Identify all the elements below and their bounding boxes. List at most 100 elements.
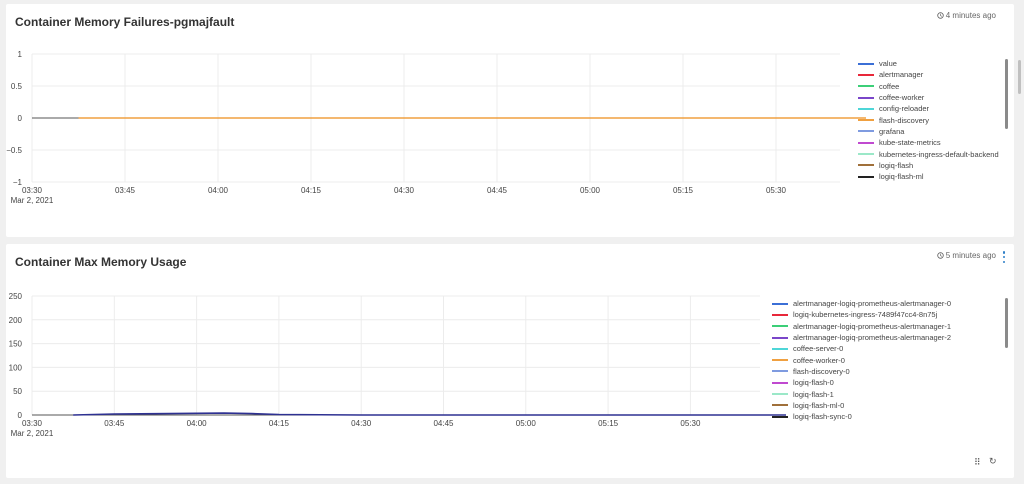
panel-title: Container Memory Failures-pgmajfault — [15, 15, 235, 29]
series-line — [73, 412, 786, 416]
legend-item[interactable]: logiq-flash-sync-0 — [772, 411, 951, 422]
x-tick-label: 04:00 — [208, 186, 229, 195]
chart-legend: value alertmanager coffee coffee-worker conf… — [858, 58, 999, 182]
x-tick-label: 04:30 — [394, 186, 415, 195]
refresh-icon[interactable]: ↻ — [989, 456, 997, 466]
x-tick-label: 04:45 — [433, 419, 454, 428]
x-tick-label: 05:30 — [766, 186, 787, 195]
memory-failures-chart: 1 0.5 0 −0.5 −103:30 03:45 04:00 04:15 04:30 04:4… — [6, 50, 866, 205]
y-tick-label: 0.5 — [11, 82, 23, 91]
x-tick-label: 05:30 — [680, 419, 701, 428]
legend-item[interactable]: alertmanager — [858, 69, 999, 80]
legend-swatch — [772, 370, 788, 373]
legend-swatch — [858, 141, 874, 144]
memory-failures-panel: Container Memory Failures-pgmajfault 4 m… — [6, 4, 1014, 237]
legend-item[interactable]: kube-state-metrics — [858, 137, 999, 148]
y-tick-label: −1 — [13, 178, 23, 187]
legend-label: kube-state-metrics — [879, 138, 941, 148]
y-tick-label: 150 — [9, 340, 23, 349]
legend-swatch — [858, 119, 874, 122]
legend-item[interactable]: alertmanager-logiq-prometheus-alertmanag… — [772, 321, 951, 332]
legend-swatch — [858, 153, 874, 156]
legend-item[interactable]: logiq-flash-ml-0 — [772, 400, 951, 411]
x-tick-label: 03:45 — [115, 186, 136, 195]
legend-label: logiq-flash-1 — [793, 389, 834, 399]
x-tick-label: 05:00 — [580, 186, 601, 195]
legend-label: logiq-flash-0 — [793, 378, 834, 388]
y-tick-label: 0 — [18, 411, 23, 420]
legend-scrollbar[interactable] — [1005, 59, 1008, 129]
legend-label: alertmanager-logiq-prometheus-alertmanag… — [793, 321, 951, 331]
legend-item[interactable]: coffee — [858, 81, 999, 92]
legend-swatch — [858, 62, 874, 65]
max-memory-chart: 250 200 150 100 50 003:30 03:45 04:00 04:15 04:30… — [9, 292, 786, 438]
legend-label: logiq-flash-sync-0 — [793, 412, 852, 422]
legend-label: flash-discovery — [879, 115, 930, 125]
last-updated: 4 minutes ago — [937, 11, 996, 20]
x-tick-label: 04:30 — [351, 419, 372, 428]
legend-label: logiq-flash — [879, 160, 914, 170]
last-updated-text: 5 minutes ago — [945, 251, 996, 260]
legend-swatch — [772, 404, 788, 407]
legend-item[interactable]: logiq-flash-1 — [772, 388, 951, 399]
y-tick-label: 100 — [9, 363, 23, 372]
y-tick-label: 250 — [9, 292, 23, 301]
y-tick-label: 1 — [18, 50, 23, 59]
legend-swatch — [858, 96, 874, 99]
x-date-label: Mar 2, 2021 — [11, 429, 54, 438]
legend-label: alertmanager-logiq-prometheus-alertmanag… — [793, 299, 951, 309]
legend-swatch — [772, 381, 788, 384]
panel-menu-icon[interactable] — [1002, 251, 1006, 263]
legend-item[interactable]: logiq-kubernetes-ingress-7489f47cc4-8n75… — [772, 309, 951, 320]
y-tick-label: 0 — [18, 114, 23, 123]
chart-legend: alertmanager-logiq-prometheus-alertmanag… — [772, 298, 951, 422]
legend-item[interactable]: kubernetes-ingress-default-backend — [858, 148, 999, 159]
resize-icon[interactable]: ⠿ — [974, 457, 981, 467]
legend-label: coffee-worker-0 — [793, 355, 845, 365]
y-tick-label: 200 — [9, 316, 23, 325]
x-tick-label: 03:45 — [104, 419, 125, 428]
legend-item[interactable]: logiq-flash-0 — [772, 377, 951, 388]
legend-label: logiq-kubernetes-ingress-7489f47cc4-8n75… — [793, 310, 938, 320]
x-tick-label: 04:00 — [187, 419, 208, 428]
legend-swatch — [772, 313, 788, 316]
legend-swatch — [772, 359, 788, 362]
legend-swatch — [772, 336, 788, 339]
legend-swatch — [858, 164, 874, 167]
x-tick-label: 05:15 — [598, 419, 619, 428]
legend-swatch — [772, 347, 788, 350]
legend-label: coffee — [879, 81, 900, 91]
legend-label: coffee-server-0 — [793, 344, 844, 354]
legend-label: grafana — [879, 126, 905, 136]
legend-item[interactable]: logiq-flash-ml — [858, 171, 999, 182]
legend-item[interactable]: alertmanager-logiq-prometheus-alertmanag… — [772, 298, 951, 309]
legend-item[interactable]: value — [858, 58, 999, 69]
y-tick-label: 50 — [13, 387, 22, 396]
legend-label: config-reloader — [879, 104, 930, 114]
legend-item[interactable]: flash-discovery-0 — [772, 366, 951, 377]
legend-item[interactable]: grafana — [858, 126, 999, 137]
legend-item[interactable]: config-reloader — [858, 103, 999, 114]
x-tick-label: 04:15 — [269, 419, 290, 428]
legend-swatch — [858, 73, 874, 76]
legend-swatch — [858, 175, 874, 178]
legend-swatch — [772, 302, 788, 305]
legend-label: value — [879, 59, 897, 69]
legend-item[interactable]: coffee-worker-0 — [772, 354, 951, 365]
legend-swatch — [772, 415, 788, 418]
legend-label: coffee-worker — [879, 93, 925, 103]
x-date-label: Mar 2, 2021 — [11, 196, 54, 205]
legend-label: alertmanager-logiq-prometheus-alertmanag… — [793, 333, 951, 343]
max-memory-panel: Container Max Memory Usage 5 minutes ago… — [6, 244, 1014, 478]
legend-item[interactable]: alertmanager-logiq-prometheus-alertmanag… — [772, 332, 951, 343]
legend-item[interactable]: coffee-worker — [858, 92, 999, 103]
legend-item[interactable]: coffee-server-0 — [772, 343, 951, 354]
last-updated-text: 4 minutes ago — [945, 11, 996, 20]
x-tick-label: 05:00 — [516, 419, 537, 428]
legend-item[interactable]: flash-discovery — [858, 114, 999, 125]
legend-label: logiq-flash-ml — [879, 172, 924, 182]
page-scrollbar[interactable] — [1018, 60, 1021, 94]
legend-scrollbar[interactable] — [1005, 298, 1008, 348]
legend-swatch — [772, 325, 788, 328]
legend-item[interactable]: logiq-flash — [858, 160, 999, 171]
